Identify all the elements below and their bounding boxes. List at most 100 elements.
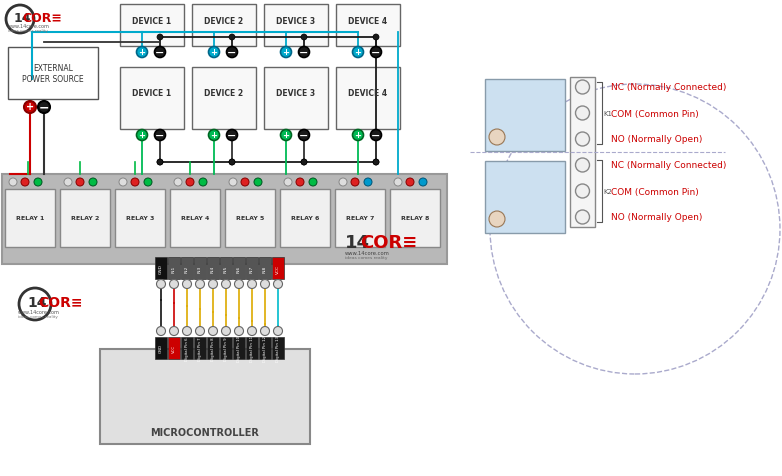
Circle shape bbox=[281, 48, 292, 59]
Bar bbox=[280, 189, 330, 248]
Text: COR≡: COR≡ bbox=[22, 11, 62, 24]
Circle shape bbox=[274, 327, 282, 336]
Circle shape bbox=[301, 159, 307, 166]
Circle shape bbox=[76, 178, 84, 187]
Circle shape bbox=[241, 178, 249, 187]
Circle shape bbox=[394, 178, 402, 187]
Circle shape bbox=[260, 327, 270, 336]
Text: +: + bbox=[354, 48, 361, 57]
Text: www.14core.com: www.14core.com bbox=[8, 24, 50, 29]
Bar bbox=[225, 189, 275, 248]
Circle shape bbox=[227, 48, 238, 59]
Circle shape bbox=[235, 280, 243, 289]
Bar bbox=[264, 5, 328, 47]
Circle shape bbox=[174, 178, 182, 187]
Circle shape bbox=[353, 130, 364, 141]
Circle shape bbox=[170, 327, 178, 336]
Text: RELAY 7: RELAY 7 bbox=[346, 216, 375, 221]
Text: www.14core.com: www.14core.com bbox=[345, 250, 390, 256]
Circle shape bbox=[144, 178, 152, 187]
Bar bbox=[335, 189, 385, 248]
Circle shape bbox=[156, 280, 166, 289]
Text: DEVICE 2: DEVICE 2 bbox=[204, 17, 243, 25]
Text: VCC: VCC bbox=[172, 344, 176, 352]
Circle shape bbox=[229, 159, 235, 166]
Text: IN6: IN6 bbox=[237, 265, 241, 272]
Text: −: − bbox=[300, 48, 309, 58]
Circle shape bbox=[274, 280, 282, 289]
Text: Digital Pin 13: Digital Pin 13 bbox=[276, 335, 280, 361]
Text: +: + bbox=[282, 48, 289, 57]
Circle shape bbox=[247, 327, 256, 336]
Text: +: + bbox=[282, 131, 289, 140]
Bar bbox=[100, 349, 310, 444]
Bar bbox=[115, 189, 165, 248]
Circle shape bbox=[119, 178, 127, 187]
Circle shape bbox=[576, 107, 590, 121]
Text: +: + bbox=[138, 131, 145, 140]
Text: Digital Pin 11: Digital Pin 11 bbox=[250, 335, 254, 361]
Circle shape bbox=[364, 178, 372, 187]
Circle shape bbox=[299, 130, 310, 141]
Text: −: − bbox=[156, 130, 165, 140]
Text: RELAY 4: RELAY 4 bbox=[181, 216, 210, 221]
Text: DEVICE 4: DEVICE 4 bbox=[349, 89, 388, 98]
Circle shape bbox=[137, 48, 148, 59]
Text: −: − bbox=[371, 48, 381, 58]
Bar bbox=[570, 78, 595, 228]
Text: +: + bbox=[26, 102, 34, 112]
Text: RELAY 8: RELAY 8 bbox=[401, 216, 429, 221]
Circle shape bbox=[9, 178, 17, 187]
Text: NC (Normally Connected): NC (Normally Connected) bbox=[611, 83, 726, 92]
Circle shape bbox=[489, 211, 505, 228]
Text: Digital Pin 12: Digital Pin 12 bbox=[263, 335, 267, 361]
Circle shape bbox=[299, 48, 310, 59]
Bar bbox=[207, 258, 219, 279]
Text: MICROCONTROLLER: MICROCONTROLLER bbox=[151, 427, 260, 437]
Text: −: − bbox=[39, 101, 49, 114]
Circle shape bbox=[406, 178, 414, 187]
Text: ideas comes reality: ideas comes reality bbox=[18, 314, 58, 318]
Circle shape bbox=[229, 178, 237, 187]
Circle shape bbox=[21, 178, 29, 187]
Text: +: + bbox=[138, 48, 145, 57]
Text: COR≡: COR≡ bbox=[360, 234, 418, 251]
Bar bbox=[390, 189, 440, 248]
Circle shape bbox=[371, 130, 382, 141]
Bar bbox=[246, 258, 258, 279]
Bar bbox=[2, 175, 447, 265]
Circle shape bbox=[576, 133, 590, 147]
Text: +: + bbox=[354, 131, 361, 140]
Bar bbox=[233, 337, 245, 359]
Text: −: − bbox=[228, 130, 237, 140]
Circle shape bbox=[157, 159, 163, 166]
Text: NO (Normally Open): NO (Normally Open) bbox=[611, 135, 702, 144]
Bar bbox=[336, 68, 400, 130]
Bar bbox=[336, 5, 400, 47]
Bar bbox=[233, 258, 245, 279]
Text: www.14core.com: www.14core.com bbox=[18, 309, 60, 314]
Circle shape bbox=[284, 178, 292, 187]
Text: Digital Pin 9: Digital Pin 9 bbox=[224, 337, 228, 360]
Circle shape bbox=[182, 280, 192, 289]
Bar bbox=[192, 5, 256, 47]
Circle shape bbox=[227, 130, 238, 141]
Bar bbox=[207, 337, 219, 359]
Bar bbox=[170, 189, 220, 248]
Text: DEVICE 3: DEVICE 3 bbox=[277, 89, 316, 98]
Text: IN1: IN1 bbox=[172, 265, 176, 272]
Text: NC (Normally Connected): NC (Normally Connected) bbox=[611, 161, 726, 170]
Text: DEVICE 3: DEVICE 3 bbox=[277, 17, 316, 25]
Circle shape bbox=[309, 178, 317, 187]
Text: 14: 14 bbox=[27, 296, 46, 309]
Text: NO (Normally Open): NO (Normally Open) bbox=[611, 213, 702, 222]
Circle shape bbox=[229, 159, 235, 166]
Circle shape bbox=[339, 178, 347, 187]
Circle shape bbox=[373, 159, 379, 166]
Circle shape bbox=[155, 48, 166, 59]
Text: ideas comes reality: ideas comes reality bbox=[345, 256, 388, 259]
Circle shape bbox=[371, 48, 382, 59]
Text: GND: GND bbox=[159, 344, 163, 353]
Circle shape bbox=[38, 102, 50, 114]
Bar bbox=[5, 189, 55, 248]
